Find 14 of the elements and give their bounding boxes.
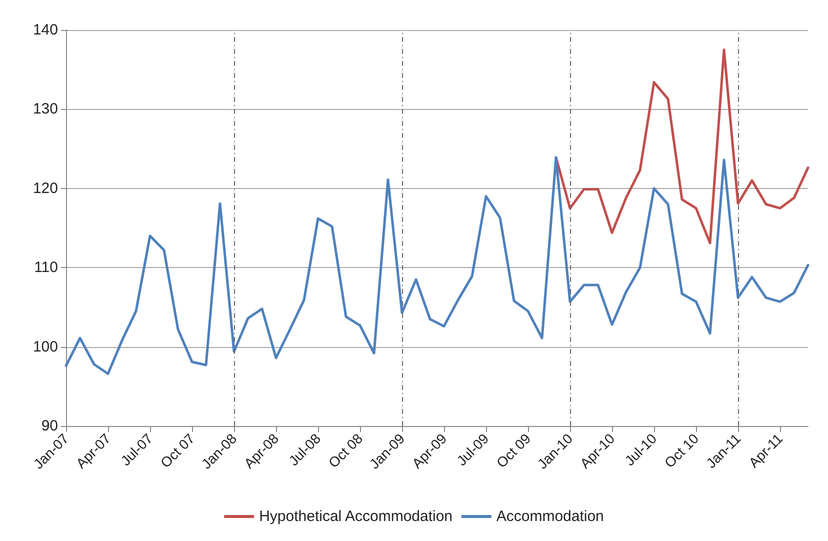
line-series (554, 48, 810, 244)
x-tick-label: Oct 10 (661, 430, 702, 471)
legend-label: Hypothetical Accommodation (259, 508, 453, 525)
x-tick-label: Oct 09 (493, 430, 534, 471)
x-tick-label: Oct 08 (325, 430, 366, 471)
y-tick-label: 110 (34, 259, 58, 276)
y-tick-label: 120 (32, 180, 58, 197)
line-series (64, 156, 810, 375)
y-tick-label: 100 (32, 338, 58, 356)
y-tick-label: 90 (41, 418, 58, 434)
legend-label: Accommodation (496, 508, 604, 525)
x-tick-label: Oct 07 (157, 430, 198, 471)
y-tick-label: 140 (32, 22, 58, 38)
y-tick-label: 130 (32, 100, 58, 118)
